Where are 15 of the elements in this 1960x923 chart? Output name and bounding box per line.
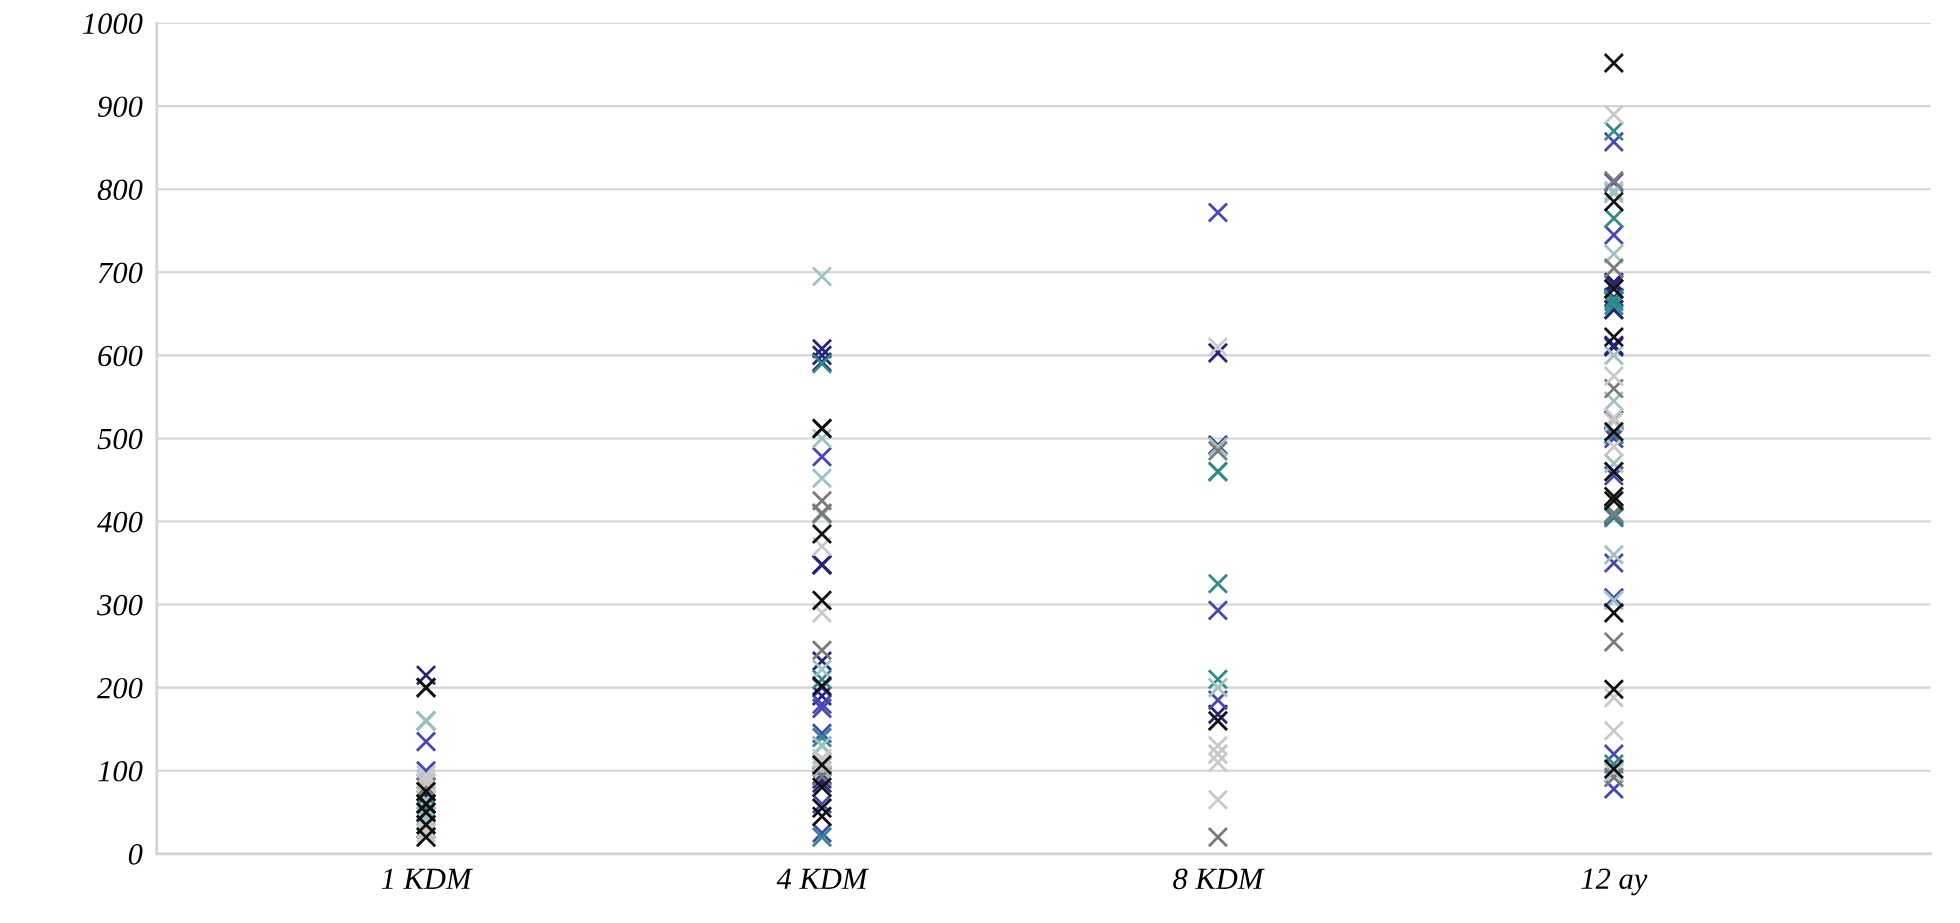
x-tick-label: 12 ay [1581,868,1648,896]
y-tick-label: 1000 [82,13,143,34]
y-tick-label: 100 [98,760,143,782]
y-tick-label: 0 [128,844,143,865]
y-tick-label: 600 [98,345,143,367]
y-tick-label: 700 [98,262,143,284]
x-tick-label: 8 KDM [1173,868,1265,890]
y-tick-label: 300 [97,594,143,616]
y-tick-label: 800 [97,179,143,201]
y-tick-label: 200 [97,677,143,699]
x-tick-label: 4 KDM [776,868,869,889]
y-tick-label: 900 [97,96,143,118]
y-tick-label: 400 [97,511,143,533]
y-tick-label: 500 [97,428,143,450]
x-tick-label: 1 KDM [381,868,473,889]
